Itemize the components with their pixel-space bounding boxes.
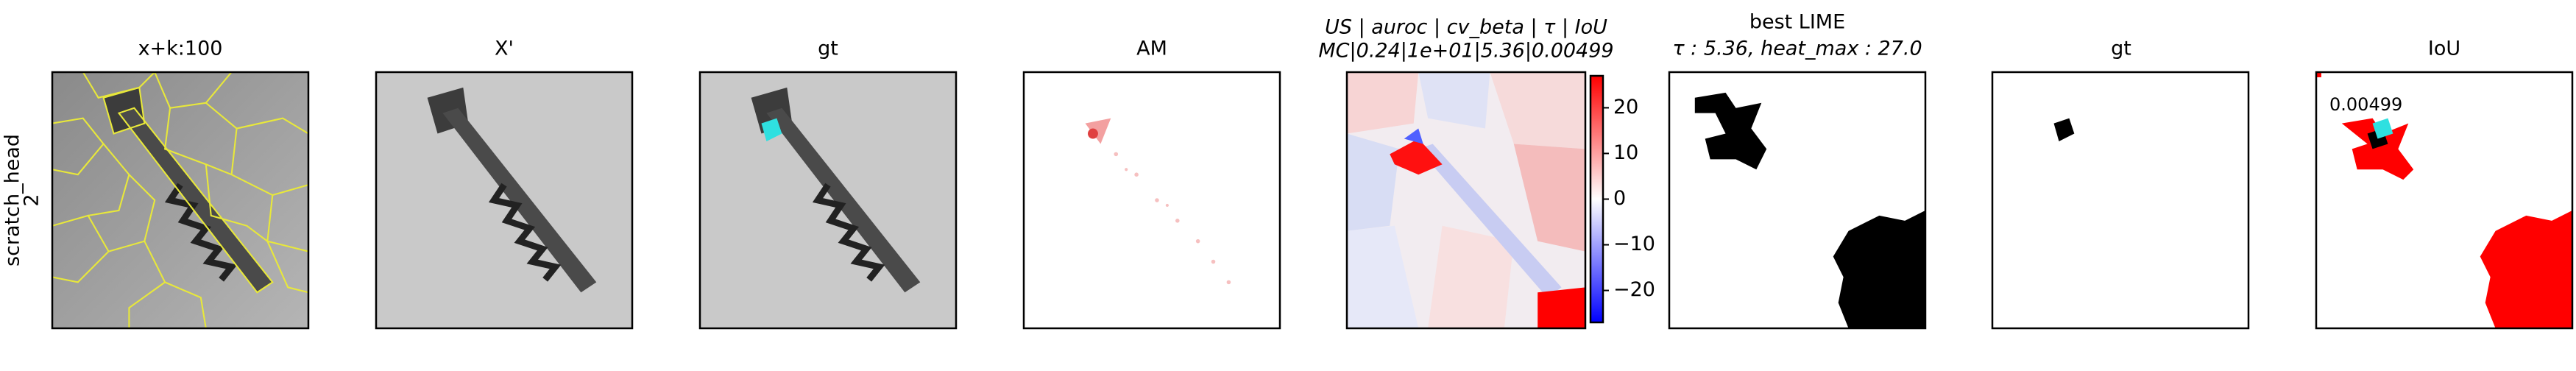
annotation: 0.00499 (2329, 94, 2402, 115)
panel-frame (698, 71, 958, 330)
colorbar-tick-label: −10 (1613, 233, 1655, 255)
panel-frame (1991, 71, 2250, 330)
panel-title: US | auroc | cv_beta | τ | IoU (1325, 16, 1607, 39)
colorbar-tick-label: 0 (1613, 187, 1626, 210)
row-label: scratch_head (1, 134, 24, 266)
panel-frame (375, 71, 634, 330)
panel-title: MC|0.24|1e+01|5.36|0.00499 (1318, 40, 1613, 63)
colorbar (1590, 76, 1603, 322)
panel-frame (2315, 71, 2574, 330)
row-label: 2 (21, 194, 43, 206)
panel-title: AM (1136, 38, 1167, 60)
image-panel (700, 72, 956, 328)
panel-title: X' (495, 38, 514, 60)
colorbar-tick-label: −20 (1613, 278, 1655, 301)
panel-frame (1022, 71, 1281, 330)
panel-title: gt (2111, 38, 2131, 60)
image-panel (1992, 72, 2248, 328)
panel-frame (1345, 71, 1587, 330)
image-panel (1024, 72, 1280, 328)
image-panel (1347, 72, 1585, 328)
panel-frame (51, 71, 310, 330)
colorbar-tick-label: 20 (1613, 96, 1638, 119)
panel-frame (1668, 71, 1927, 330)
image-panel (2316, 72, 2572, 328)
image-panel (376, 72, 632, 328)
panel-title: τ : 5.36, heat_max : 27.0 (1672, 38, 1922, 60)
image-panel (52, 72, 308, 328)
image-panel (1669, 72, 1925, 328)
colorbar-tick-label: 10 (1613, 141, 1638, 164)
panel-title: gt (818, 38, 838, 60)
panel-title: x+k:100 (138, 38, 223, 60)
panel-title: IoU (2428, 38, 2460, 60)
panel-title: best LIME (1749, 11, 1845, 34)
